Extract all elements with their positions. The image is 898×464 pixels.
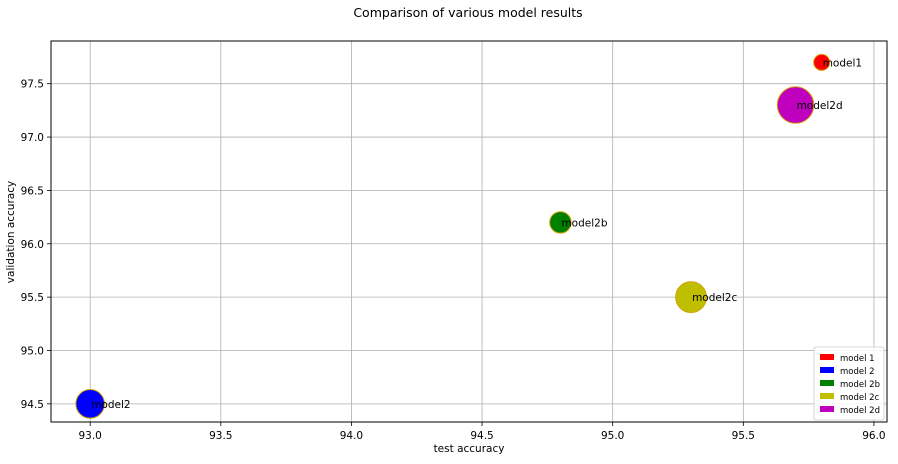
legend-box	[813, 346, 885, 421]
y-tick-label: 97.5	[21, 79, 44, 91]
bubble-model1	[813, 53, 831, 71]
y-tick-label: 96.5	[21, 185, 44, 197]
x-tick-label: 94.0	[340, 430, 363, 442]
x-tick-label: 95.5	[732, 430, 755, 442]
legend-label: model 2b	[840, 380, 880, 390]
legend-swatch	[820, 380, 834, 386]
x-tick-label: 96.0	[862, 430, 885, 442]
x-tick-label: 95.0	[601, 430, 624, 442]
x-axis-title: test accuracy	[434, 443, 505, 455]
legend-swatch	[820, 367, 834, 373]
y-tick-label: 95.5	[21, 292, 44, 304]
chart-title: Comparison of various model results	[353, 5, 582, 20]
bubble-model2	[75, 389, 105, 419]
bubble-model2c	[675, 281, 707, 314]
legend-label: model 1	[840, 354, 875, 364]
y-tick-label: 97.0	[21, 132, 44, 144]
y-tick-label: 95.0	[21, 345, 44, 357]
y-tick-label: 96.0	[21, 239, 44, 251]
point-labels: model1 model2 model2b model2c model2d	[91, 57, 862, 411]
x-tick-label: 93.5	[209, 430, 232, 442]
legend-label: model 2d	[840, 406, 880, 416]
x-tick-label: 94.5	[470, 430, 493, 442]
point-label-model2d: model2d	[797, 100, 843, 112]
y-tick-label: 94.5	[21, 399, 44, 411]
legend-label: model 2	[840, 367, 875, 377]
grid-lines	[51, 41, 887, 422]
data-points	[75, 53, 831, 419]
point-label-model2: model2	[91, 399, 130, 411]
bubble-model2b	[549, 211, 572, 234]
legend-swatch	[820, 393, 834, 399]
point-label-model2c: model2c	[692, 292, 737, 304]
y-axis-title: validation accuracy	[5, 181, 17, 283]
point-label-model1: model1	[823, 57, 862, 69]
plot-frame	[50, 40, 888, 423]
legend: model 1 model 2 model 2b model 2c model 2d	[813, 346, 885, 421]
bubble-model2d	[776, 86, 815, 124]
x-tick-label: 93.0	[78, 430, 101, 442]
axis-ticks: 93.0 93.5 94.0 94.5 95.0 95.5 96.0 94.5 95.0 95.5…	[21, 79, 886, 442]
legend-label: model 2c	[840, 393, 880, 403]
legend-swatch	[820, 406, 834, 412]
point-label-model2b: model2b	[561, 217, 607, 229]
legend-swatch	[820, 354, 834, 360]
